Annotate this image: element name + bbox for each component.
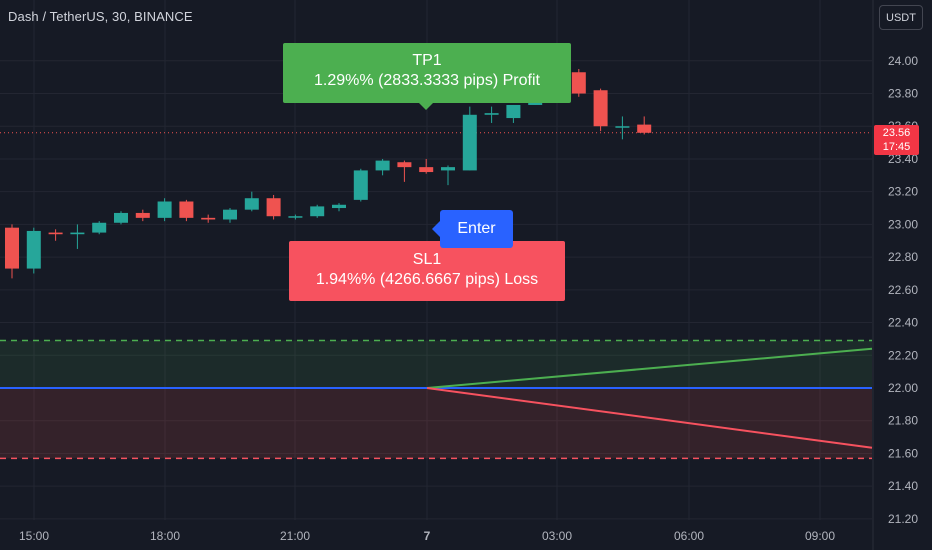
- price-tick-label: 22.20: [888, 348, 918, 362]
- last-price-badge: 23.56 17:45: [874, 125, 919, 155]
- candle-body: [593, 90, 608, 127]
- profit-projection-line: [426, 347, 873, 389]
- candle-body: [201, 217, 216, 220]
- candle-body: [441, 167, 455, 171]
- candle-body: [310, 206, 325, 217]
- candle-body: [266, 198, 281, 217]
- sl-label: SL1 1.94%% (4266.6667 pips) Loss: [289, 241, 565, 301]
- price-tick-label: 23.20: [888, 185, 918, 199]
- candle-body: [419, 167, 434, 173]
- price-tick-label: 22.00: [888, 381, 918, 395]
- currency-button[interactable]: USDT: [879, 5, 923, 30]
- candle-body: [92, 222, 107, 233]
- price-tick-label: 22.40: [888, 316, 918, 330]
- position-zones: [0, 132, 873, 460]
- price-tick-label: 23.00: [888, 217, 918, 231]
- price-tick-label: 21.40: [888, 479, 918, 493]
- symbol-title: Dash / TetherUS, 30, BINANCE: [8, 9, 193, 24]
- price-tick-label: 22.80: [888, 250, 918, 264]
- time-tick-label: 7: [424, 529, 431, 543]
- candle-body: [288, 216, 303, 218]
- candle-body: [157, 201, 172, 218]
- last-price: 23.56: [882, 127, 911, 139]
- candle-body: [5, 227, 19, 269]
- price-tick-label: 23.80: [888, 87, 918, 101]
- enter-label: Enter: [432, 210, 513, 248]
- candle-body: [244, 198, 259, 210]
- candle-body: [223, 209, 237, 220]
- sl-detail: 1.94%% (4266.6667 pips) Loss: [315, 271, 539, 288]
- tp-title: TP1: [412, 52, 442, 69]
- candle-body: [615, 126, 630, 128]
- candle-body: [571, 72, 586, 94]
- tp-detail: 1.29%% (2833.3333 pips) Profit: [314, 72, 540, 89]
- candle-body: [179, 201, 194, 218]
- sl-title: SL1: [412, 251, 442, 268]
- candle-body: [397, 162, 412, 168]
- price-tick-label: 24.00: [888, 54, 918, 68]
- price-tick-label: 22.60: [888, 283, 918, 297]
- time-tick-label: 03:00: [542, 529, 572, 543]
- candles: [5, 68, 652, 279]
- bar-countdown: 17:45: [882, 141, 911, 153]
- time-tick-label: 15:00: [19, 529, 49, 543]
- candle-body: [484, 113, 499, 115]
- candle-body: [135, 212, 150, 218]
- price-tick-label: 23.40: [888, 152, 918, 166]
- time-axis[interactable]: 15:00 18:00 21:00 7 03:00 06:00 09:00: [19, 529, 835, 543]
- candle-body: [506, 104, 521, 119]
- candle-body: [637, 124, 652, 133]
- candle-body: [26, 230, 41, 269]
- candle-body: [462, 114, 477, 171]
- price-tick-label: 21.60: [888, 446, 918, 460]
- loss-projection-line: [426, 387, 873, 449]
- candle-body: [114, 212, 128, 223]
- price-tick-label: 21.20: [888, 512, 918, 526]
- candle-body: [375, 160, 390, 171]
- time-tick-label: 21:00: [280, 529, 310, 543]
- time-tick-label: 18:00: [150, 529, 180, 543]
- candle-body: [353, 170, 368, 200]
- price-tick-label: 21.80: [888, 414, 918, 428]
- candle-body: [70, 232, 85, 235]
- tp-label: TP1 1.29%% (2833.3333 pips) Profit: [283, 43, 571, 110]
- time-tick-label: 09:00: [805, 529, 835, 543]
- loss-zone: [0, 388, 872, 459]
- time-tick-label: 06:00: [674, 529, 704, 543]
- profit-zone: [0, 340, 872, 388]
- candle-body: [48, 232, 63, 235]
- candle-body: [332, 204, 346, 209]
